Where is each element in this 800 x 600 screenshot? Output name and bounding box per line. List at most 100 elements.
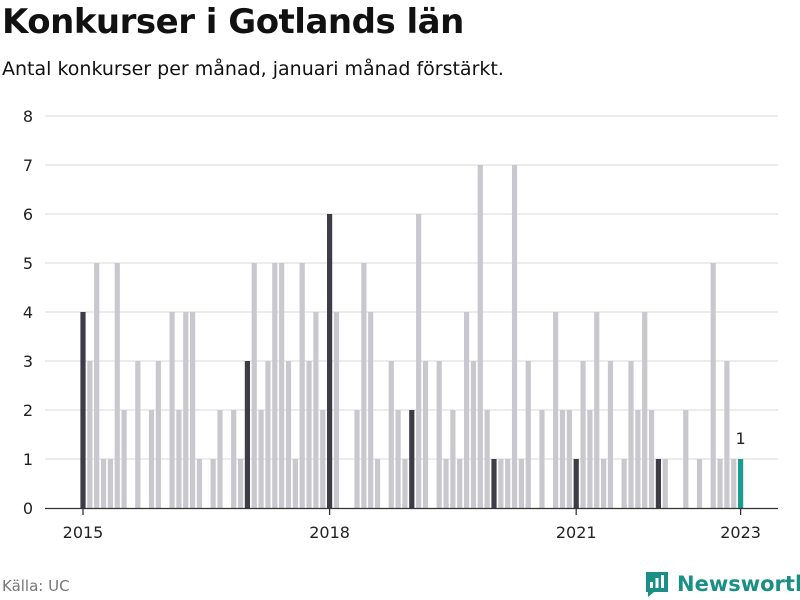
bar xyxy=(354,410,360,508)
bar xyxy=(477,165,483,508)
bar xyxy=(498,459,504,508)
y-tick-label: 7 xyxy=(23,156,33,175)
y-tick-label: 8 xyxy=(23,107,33,126)
bar xyxy=(258,410,264,508)
bar xyxy=(505,459,511,508)
bar xyxy=(327,214,333,508)
bar xyxy=(94,263,100,508)
bar xyxy=(655,459,661,508)
bar xyxy=(422,361,429,508)
bar xyxy=(518,459,524,508)
bar xyxy=(190,312,196,508)
bar xyxy=(135,361,141,508)
bar xyxy=(374,459,381,508)
bar xyxy=(601,459,607,508)
newsworthy-logo-icon xyxy=(646,572,668,597)
bar xyxy=(299,263,305,508)
bar xyxy=(114,263,120,508)
x-tick-label: 2015 xyxy=(63,523,104,542)
bar xyxy=(333,312,340,508)
y-tick-label: 5 xyxy=(23,254,33,273)
bar xyxy=(361,263,367,508)
bar xyxy=(566,410,572,508)
bar xyxy=(251,263,257,508)
bar xyxy=(648,410,655,508)
bar xyxy=(121,410,127,508)
chart-title: Konkurser i Gotlands län xyxy=(2,2,464,42)
bar xyxy=(320,410,326,508)
brand-name: Newsworthy xyxy=(677,572,800,596)
y-tick-label: 6 xyxy=(23,205,33,224)
bar xyxy=(464,312,470,508)
bar xyxy=(525,361,531,508)
bar xyxy=(696,459,703,508)
bar xyxy=(717,459,723,508)
bar xyxy=(176,410,182,508)
chart-subtitle: Antal konkurser per månad, januari månad… xyxy=(2,58,504,80)
bar xyxy=(511,165,518,508)
bar xyxy=(306,361,312,508)
bar xyxy=(724,361,730,508)
bar xyxy=(416,214,422,508)
gridlines xyxy=(45,115,778,460)
bar xyxy=(388,361,394,508)
bar xyxy=(683,410,689,508)
y-tick-label: 4 xyxy=(23,303,33,322)
bar xyxy=(491,459,497,508)
bar xyxy=(402,459,408,508)
y-tick-label: 3 xyxy=(23,352,33,371)
bar xyxy=(594,312,600,508)
bar xyxy=(217,410,223,508)
source-note: Källa: UC xyxy=(2,577,70,595)
bar xyxy=(436,361,442,508)
bar xyxy=(587,410,593,508)
bar xyxy=(265,361,271,508)
bar xyxy=(107,459,113,508)
bar xyxy=(80,312,86,508)
brand-logo: Newsworthy xyxy=(644,570,800,598)
bar xyxy=(607,361,614,508)
bar xyxy=(470,361,477,508)
bar xyxy=(313,312,319,508)
bar xyxy=(155,361,161,508)
bar xyxy=(457,459,463,508)
bar xyxy=(635,410,641,508)
bar xyxy=(285,361,292,508)
x-tick-label: 2018 xyxy=(309,523,350,542)
x-tick-label: 2023 xyxy=(720,523,761,542)
latest-value-label: 1 xyxy=(736,429,746,448)
bar xyxy=(738,459,744,508)
bars xyxy=(80,165,744,508)
bar xyxy=(395,410,401,508)
bar xyxy=(100,459,107,508)
bar xyxy=(539,410,545,508)
bar xyxy=(621,459,627,508)
bar xyxy=(148,410,155,508)
y-tick-label: 2 xyxy=(23,401,33,420)
bar xyxy=(710,263,716,508)
bar xyxy=(662,459,668,508)
bar xyxy=(169,312,175,508)
y-tick-label: 1 xyxy=(23,450,33,469)
y-axis-ticks: 0 1 2 3 4 5 6 7 8 xyxy=(23,107,33,518)
bar xyxy=(559,410,566,508)
bar xyxy=(231,410,237,508)
bar xyxy=(368,312,374,508)
bar-chart: 0 1 2 3 4 5 6 7 8 2015 2018 2021 2023 1 xyxy=(23,107,778,542)
y-tick-label: 0 xyxy=(23,499,33,518)
bar xyxy=(196,459,203,508)
bar xyxy=(580,361,586,508)
bar xyxy=(642,312,648,508)
annotations: 1 xyxy=(736,429,746,448)
bar xyxy=(210,459,216,508)
bar xyxy=(450,410,456,508)
bar xyxy=(272,263,278,508)
bar xyxy=(279,263,285,508)
x-axis: 2015 2018 2021 2023 xyxy=(45,507,778,542)
bar xyxy=(87,361,93,508)
bar xyxy=(628,361,634,508)
bar xyxy=(731,459,737,508)
bar xyxy=(183,312,189,508)
bar xyxy=(443,459,449,508)
bar xyxy=(573,459,579,508)
